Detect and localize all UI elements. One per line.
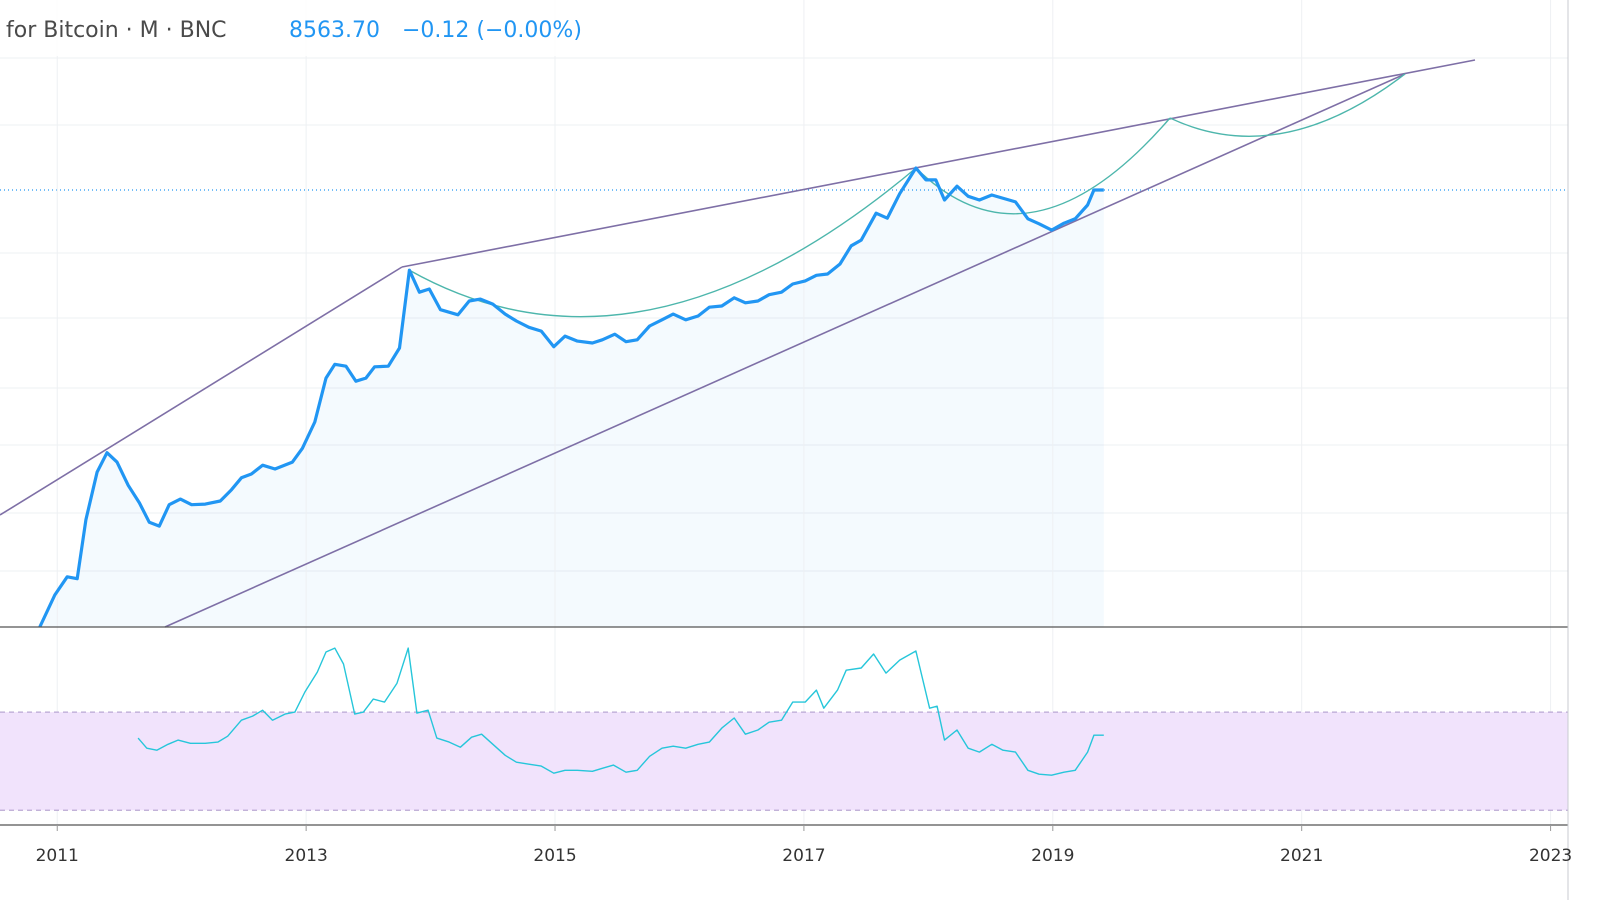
series-line [137,647,1104,776]
series-line [38,166,1104,628]
trend-line [401,59,1476,268]
symbol-title: for Bitcoin · M · BNC [6,18,227,43]
x-tick-label: 2011 [36,846,79,866]
price-change: −0.12 (−0.00%) [402,18,582,43]
x-tick-label: 2017 [782,846,825,866]
trend-line [164,73,1406,628]
x-tick-label: 2013 [285,846,328,866]
drawings [0,59,1476,628]
x-tick-label: 2015 [533,846,576,866]
x-tick-label: 2021 [1280,846,1323,866]
legend-bg [0,0,700,56]
series-layer [38,166,1104,776]
arc [1169,73,1406,137]
series-layer [0,0,1568,825]
last-price: 8563.70 [289,18,380,43]
area-fill [39,168,1104,627]
x-tick-label: 2023 [1529,846,1572,866]
band-fill [0,712,1568,811]
trend-line [0,266,403,516]
background-grid [0,57,1568,572]
arc [915,117,1171,215]
x-tick-label: 2019 [1031,846,1074,866]
